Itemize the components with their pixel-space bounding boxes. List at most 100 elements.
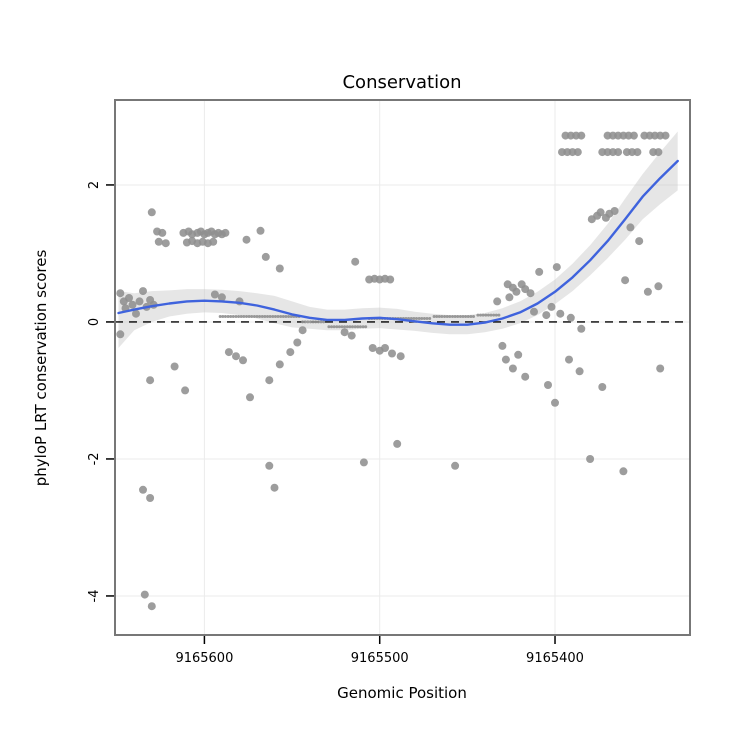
data-point-small [218,315,222,318]
data-point-small [335,325,339,329]
data-point [158,228,167,237]
data-point-small [337,325,341,329]
data-point-small [221,315,225,318]
data-point-small [260,315,264,318]
data-point [512,287,521,296]
data-point-small [255,315,259,318]
data-point-small [458,315,462,318]
data-point [224,348,233,357]
smooth-line [117,159,679,326]
data-point [656,364,665,373]
data-point [146,376,155,385]
data-point [209,237,218,246]
data-point [626,223,635,232]
data-point [351,257,360,266]
data-point [633,148,642,157]
data-point-small [407,317,411,320]
data-point [573,148,582,157]
data-point [621,276,630,285]
data-point-small [306,320,310,324]
data-point-small [464,315,468,318]
data-point-small [234,315,238,318]
data-point-small [245,315,248,318]
data-point-small [348,325,352,329]
data-point [270,483,279,492]
data-point-small [271,315,275,318]
data-point-small [289,315,293,318]
x-axis-label: Genomic Position [337,684,467,702]
data-point-small [303,320,307,324]
data-point [347,331,356,340]
data-point [210,290,219,299]
data-point-small [437,315,441,318]
confidence-ribbon [118,131,678,348]
data-point-small [484,313,488,317]
data-point-small [445,315,449,318]
data-point-small [451,315,454,318]
y-tick-label: -2 [87,452,102,465]
data-point [596,208,605,217]
y-axis-label: phyloP LRT conservation scores [32,250,50,487]
data-point-small [343,325,347,329]
data-point [181,386,190,395]
data-point-small [268,315,272,318]
data-point-small [469,315,473,318]
data-point [614,148,623,157]
data-point [242,235,251,244]
data-point-small [425,317,429,320]
data-point-small [231,315,235,318]
data-point [544,381,552,389]
data-point-small [492,313,496,317]
data-point-small [417,317,421,320]
data-point-small [356,325,360,329]
data-point [661,131,670,140]
data-point-small [311,320,315,324]
data-point-small [428,317,432,320]
data-point [629,131,638,140]
data-point [286,348,295,357]
data-point [116,330,125,339]
data-point-small [443,315,447,318]
x-tick-label: 9165600 [175,651,233,666]
data-point [598,383,607,391]
data-point [566,313,575,322]
data-point-small [281,315,285,318]
data-point [128,300,137,309]
data-point [577,324,586,333]
data-point-small [287,315,291,318]
data-point [526,289,535,298]
data-point [610,207,619,215]
data-point [368,344,377,352]
data-point-small [440,315,444,318]
data-point-small [223,315,227,318]
data-point-small [276,315,280,318]
data-point [556,309,565,318]
data-point-small [486,313,490,317]
data-point [654,282,663,291]
data-point-small [494,313,498,317]
panel-border [114,99,691,636]
data-point [275,264,284,273]
data-point [535,267,544,276]
data-point-small [340,325,344,329]
data-point [265,461,274,470]
data-point [643,287,652,296]
data-point [521,372,530,381]
data-point [552,263,561,272]
data-point [246,393,254,402]
data-point-small [247,315,251,318]
data-point-small [239,315,243,318]
data-point-small [242,315,246,318]
data-point [265,376,274,385]
data-point-small [476,313,480,317]
data-point-small [422,317,426,320]
chart-title: Conservation [342,72,461,93]
plot-panel-layer: 9165600 9165500 9165400 2 0 -2 -4 [87,99,691,666]
data-point-small [351,325,354,329]
data-point-small [432,315,436,318]
data-point [393,439,402,448]
data-point-small [330,325,333,329]
data-point [386,275,395,284]
data-point [298,326,307,335]
data-point [575,367,584,376]
